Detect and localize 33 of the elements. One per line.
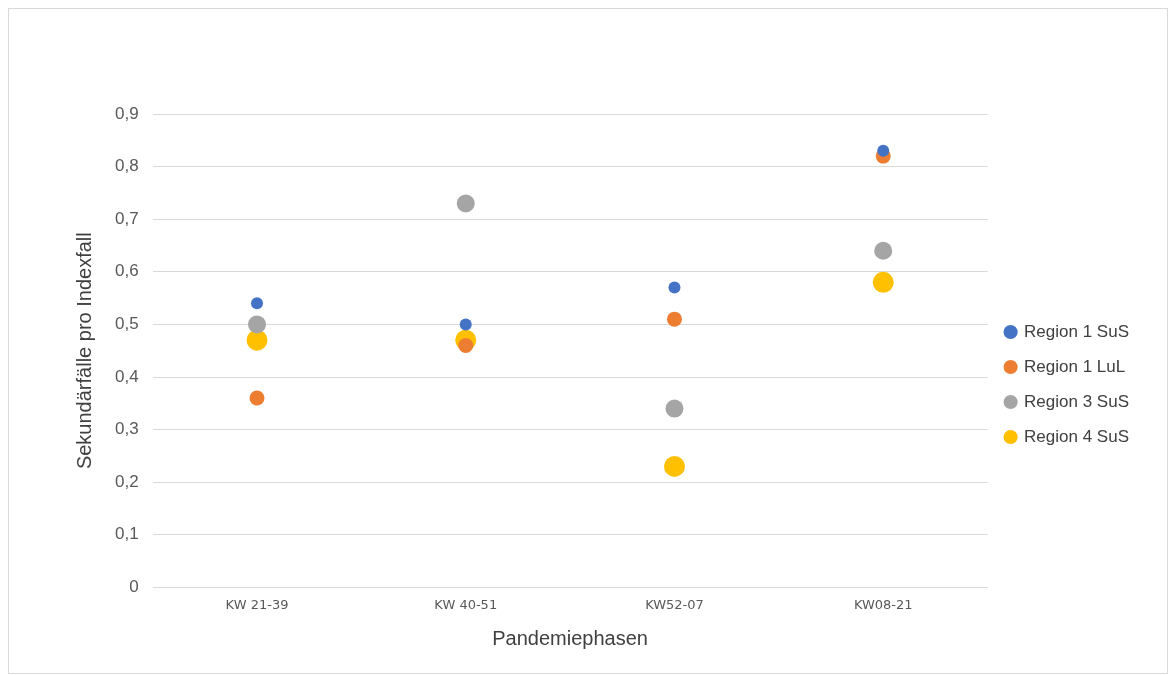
y-tick-label: 0,6 — [114, 261, 139, 281]
point — [668, 281, 681, 294]
legend-label: Region 4 SuS — [1024, 426, 1129, 446]
point — [248, 315, 266, 334]
y-tick-label: 0,3 — [114, 419, 139, 439]
point — [877, 144, 890, 157]
point — [459, 318, 472, 331]
y-tick-label: 0 — [129, 577, 139, 597]
point — [665, 399, 684, 418]
legend-label: Region 1 LuL — [1024, 356, 1126, 376]
point — [456, 194, 475, 213]
legend-label: Region 1 SuS — [1024, 321, 1129, 341]
point — [874, 241, 893, 260]
x-axis-title: Pandemiephasen — [492, 626, 648, 649]
y-tick-label: 0,4 — [114, 366, 139, 386]
y-tick-label: 0,2 — [114, 471, 139, 491]
legend-label: Region 3 SuS — [1024, 391, 1129, 411]
point — [249, 390, 265, 406]
y-tick-label: 0,8 — [114, 156, 139, 176]
x-tick-label: KW 40-51 — [434, 596, 498, 612]
point — [251, 297, 263, 310]
point — [246, 329, 268, 351]
point — [666, 311, 682, 327]
y-axis-title: Sekundärfälle pro Indexfall — [72, 232, 95, 470]
point — [663, 455, 685, 477]
x-tick-label: KW52-07 — [645, 596, 704, 612]
x-tick-label: KW08-21 — [853, 596, 913, 612]
x-tick-label: KW 21-39 — [225, 596, 289, 612]
y-tick-label: 0,1 — [114, 524, 139, 544]
y-tick-label: 0,9 — [114, 103, 139, 123]
y-tick-label: 0,7 — [114, 208, 139, 228]
point — [872, 271, 894, 293]
y-tick-label: 0,5 — [114, 314, 139, 334]
